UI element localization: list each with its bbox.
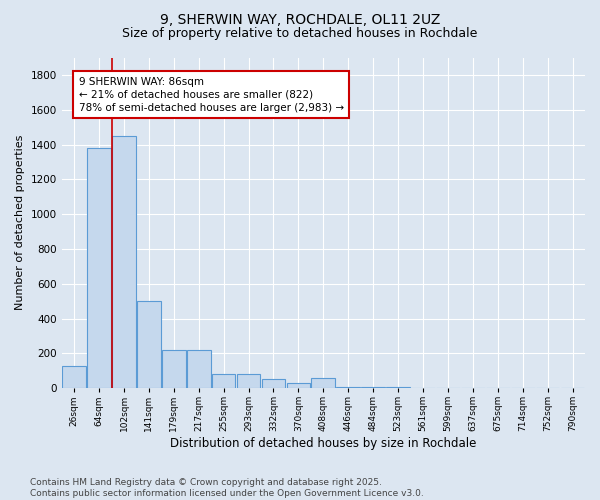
Text: 9 SHERWIN WAY: 86sqm
← 21% of detached houses are smaller (822)
78% of semi-deta: 9 SHERWIN WAY: 86sqm ← 21% of detached h…	[79, 76, 344, 113]
Bar	[62, 366, 86, 388]
Bar	[162, 350, 185, 388]
Bar	[237, 374, 260, 388]
Bar	[187, 350, 211, 388]
Bar	[287, 383, 310, 388]
Bar	[262, 380, 286, 388]
Bar	[87, 148, 111, 388]
Bar	[311, 378, 335, 388]
Text: Size of property relative to detached houses in Rochdale: Size of property relative to detached ho…	[122, 28, 478, 40]
X-axis label: Distribution of detached houses by size in Rochdale: Distribution of detached houses by size …	[170, 437, 476, 450]
Text: Contains HM Land Registry data © Crown copyright and database right 2025.
Contai: Contains HM Land Registry data © Crown c…	[30, 478, 424, 498]
Y-axis label: Number of detached properties: Number of detached properties	[15, 135, 25, 310]
Bar	[112, 136, 136, 388]
Bar	[137, 301, 161, 388]
Bar	[212, 374, 235, 388]
Text: 9, SHERWIN WAY, ROCHDALE, OL11 2UZ: 9, SHERWIN WAY, ROCHDALE, OL11 2UZ	[160, 12, 440, 26]
